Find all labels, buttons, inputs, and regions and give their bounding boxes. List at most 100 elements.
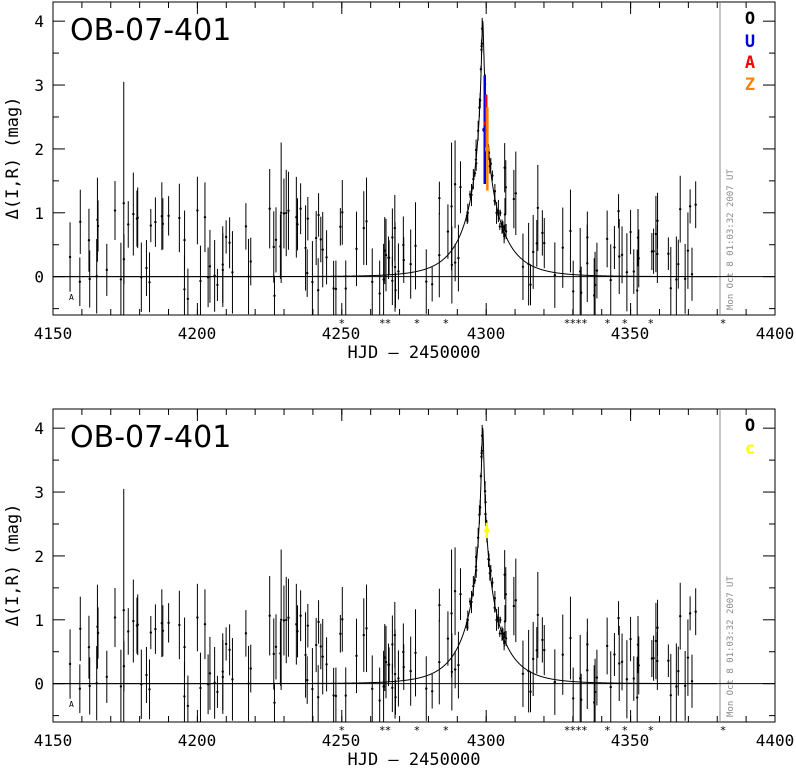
data-point bbox=[306, 624, 310, 627]
data-point bbox=[178, 216, 181, 220]
data-point bbox=[273, 701, 276, 704]
star-marker: * bbox=[720, 724, 727, 737]
data-point bbox=[541, 638, 544, 642]
data-point bbox=[299, 614, 302, 617]
x-tick-label: 4200 bbox=[178, 731, 217, 750]
data-point bbox=[504, 637, 508, 640]
data-point bbox=[391, 643, 394, 646]
data-point bbox=[279, 618, 283, 621]
data-point bbox=[669, 694, 672, 697]
data-point bbox=[503, 573, 506, 576]
star-marker: * bbox=[564, 317, 571, 330]
star-marker: * bbox=[385, 317, 392, 330]
data-point bbox=[224, 642, 228, 646]
data-point bbox=[414, 651, 417, 655]
data-point bbox=[656, 626, 659, 629]
data-point bbox=[311, 687, 314, 691]
data-point bbox=[355, 654, 358, 658]
data-point bbox=[579, 291, 583, 294]
data-point bbox=[617, 616, 620, 620]
data-point bbox=[402, 650, 405, 654]
data-point bbox=[457, 256, 460, 260]
data-point bbox=[113, 209, 117, 212]
data-point bbox=[383, 656, 386, 659]
star-marker: * bbox=[575, 317, 582, 330]
data-point bbox=[499, 618, 502, 622]
data-point bbox=[529, 283, 532, 286]
data-point bbox=[244, 632, 248, 635]
data-point bbox=[493, 597, 497, 600]
x-ticks: 4150 4200 4250 4300 4350 4400 bbox=[34, 324, 795, 343]
data-point bbox=[595, 676, 599, 679]
data-point bbox=[453, 668, 457, 671]
data-point bbox=[613, 653, 616, 656]
data-point bbox=[228, 241, 231, 245]
data-point bbox=[317, 213, 320, 217]
x-tick-label: 4150 bbox=[34, 324, 73, 343]
data-point bbox=[503, 213, 507, 216]
series-z-point bbox=[484, 146, 490, 152]
data-point bbox=[521, 672, 525, 675]
data-point bbox=[132, 212, 135, 216]
legend: O U A Z bbox=[745, 9, 755, 95]
data-point bbox=[382, 685, 385, 688]
data-point bbox=[127, 223, 130, 226]
data-point bbox=[521, 265, 525, 268]
data-point bbox=[677, 669, 680, 673]
star-marker: * bbox=[338, 317, 345, 330]
plot-content: * * * * * * * * * * * * * bbox=[52, 2, 776, 330]
y-axis-label: Δ(I,R) (mag) bbox=[3, 504, 23, 627]
data-point bbox=[512, 197, 516, 201]
data-point bbox=[625, 678, 629, 681]
data-point bbox=[371, 687, 374, 691]
data-point bbox=[512, 604, 516, 608]
data-point bbox=[667, 659, 670, 662]
data-point bbox=[409, 669, 412, 673]
data-point bbox=[216, 283, 219, 287]
data-point bbox=[186, 704, 190, 708]
data-point bbox=[127, 630, 130, 633]
data-point bbox=[196, 209, 199, 212]
data-point bbox=[96, 218, 99, 221]
data-point bbox=[79, 627, 82, 631]
data-point bbox=[88, 277, 91, 281]
data-point bbox=[495, 618, 498, 622]
data-point bbox=[683, 684, 687, 688]
data-point bbox=[344, 287, 347, 290]
data-point bbox=[393, 265, 397, 269]
data-point bbox=[285, 211, 288, 215]
star-marker: * bbox=[414, 724, 421, 737]
data-point bbox=[119, 685, 123, 688]
corner-mark: A bbox=[69, 293, 74, 302]
data-point bbox=[113, 616, 117, 619]
data-point bbox=[208, 672, 212, 675]
star-marker: * bbox=[575, 724, 582, 737]
star-marker: * bbox=[581, 317, 588, 330]
data-point bbox=[394, 695, 397, 699]
y-tick-label: 4 bbox=[34, 419, 44, 438]
data-point bbox=[136, 216, 139, 219]
data-point bbox=[561, 246, 564, 249]
data-point bbox=[466, 219, 469, 222]
data-point bbox=[272, 245, 275, 249]
data-point bbox=[231, 678, 234, 681]
data-point bbox=[317, 620, 320, 624]
data-point bbox=[274, 238, 278, 242]
data-point bbox=[383, 249, 386, 252]
data-point bbox=[249, 667, 252, 670]
data-point bbox=[299, 207, 302, 210]
data-point bbox=[321, 655, 324, 658]
data-point bbox=[677, 262, 680, 266]
data-layer bbox=[53, 17, 717, 315]
data-point bbox=[690, 273, 694, 276]
data-point bbox=[378, 699, 381, 702]
data-point bbox=[362, 226, 365, 230]
data-point bbox=[279, 211, 283, 214]
data-point bbox=[446, 637, 450, 640]
y-axis-label: Δ(I,R) (mag) bbox=[3, 97, 23, 220]
timestamp-stamp: Mon Oct 8 01:03:32 2007 UT bbox=[726, 169, 736, 310]
data-point bbox=[149, 631, 153, 634]
data-point bbox=[618, 255, 621, 258]
data-point bbox=[656, 659, 659, 663]
data-point bbox=[438, 253, 441, 257]
